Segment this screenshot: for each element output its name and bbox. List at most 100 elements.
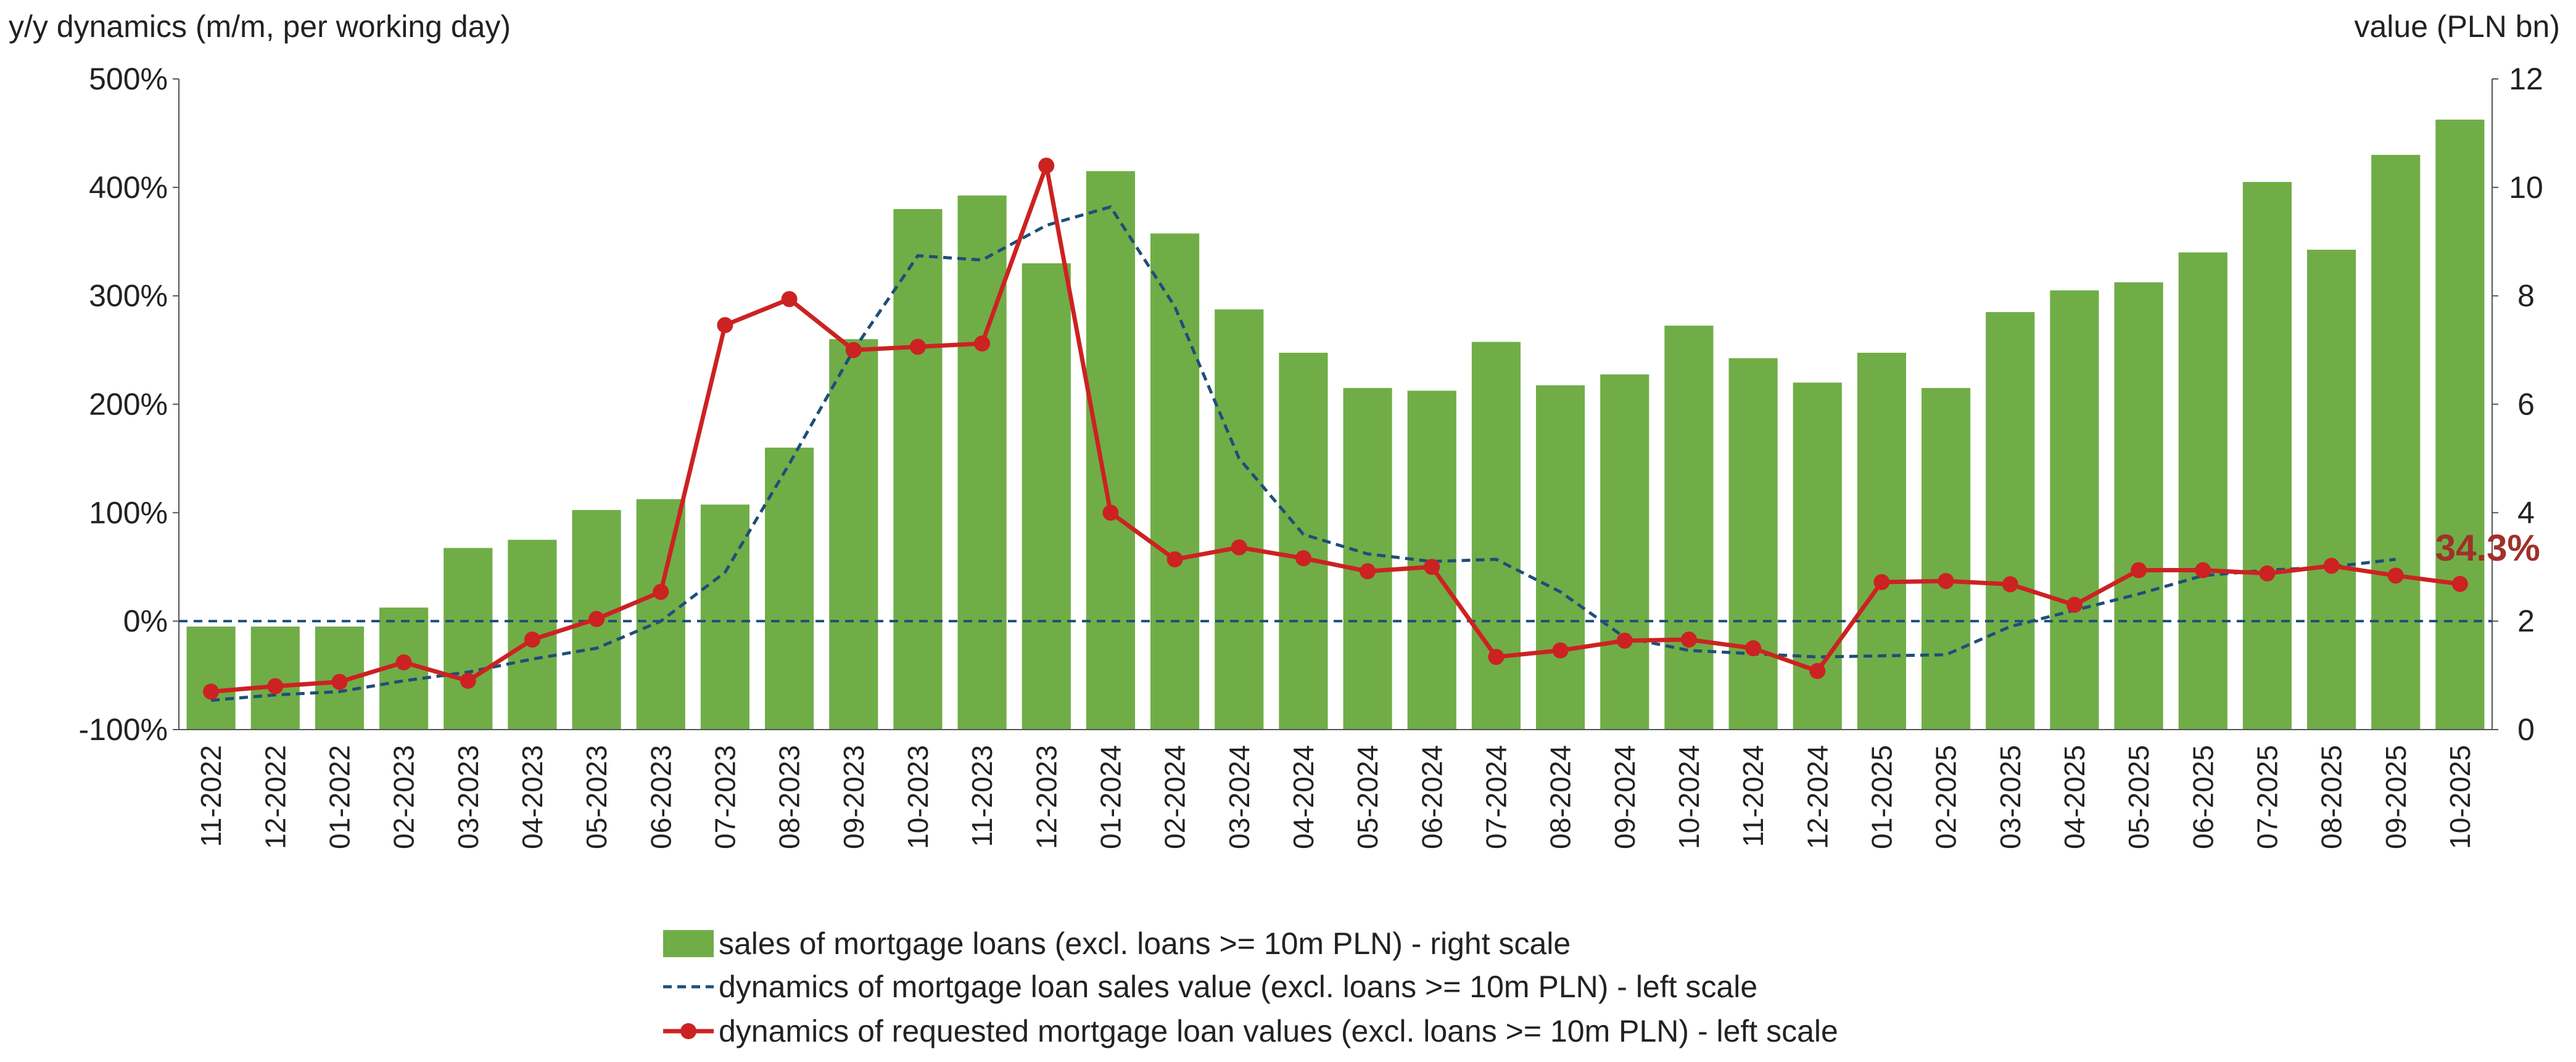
bar xyxy=(636,499,685,730)
bar xyxy=(1471,342,1521,730)
x-tick-label: 09-2024 xyxy=(1609,745,1641,849)
left-tick-label: 300% xyxy=(89,279,168,313)
legend-label: dynamics of mortgage loan sales value (e… xyxy=(719,969,1757,1004)
x-tick-label: 05-2025 xyxy=(2123,745,2155,849)
right-tick-label: 6 xyxy=(2517,387,2535,422)
right-tick-label: 8 xyxy=(2517,279,2535,313)
bar xyxy=(1022,263,1071,730)
right-tick-label: 0 xyxy=(2517,712,2535,747)
right-axis-title: value (PLN bn) xyxy=(2355,9,2561,44)
requested-dynamics-point xyxy=(1488,649,1505,665)
x-tick-label: 08-2024 xyxy=(1545,745,1577,849)
legend-swatch-red-marker xyxy=(680,1023,696,1039)
right-tick-label: 4 xyxy=(2517,495,2535,530)
requested-dynamics-point xyxy=(460,672,476,689)
sales-dynamics-path xyxy=(210,205,2396,702)
x-tick-label: 02-2023 xyxy=(388,745,420,849)
x-tick-label: 12-2022 xyxy=(259,745,291,849)
requested-dynamics-point xyxy=(1166,551,1183,567)
x-tick-label: 11-2022 xyxy=(195,745,227,847)
requested-dynamics-point xyxy=(331,673,348,690)
requested-dynamics-line xyxy=(203,157,2468,700)
x-tick-label: 05-2023 xyxy=(580,745,613,849)
x-tick-label: 02-2024 xyxy=(1159,745,1191,849)
x-tick-label: 01-2025 xyxy=(1865,745,1897,849)
x-tick-label: 09-2025 xyxy=(2380,745,2412,849)
bar xyxy=(2242,182,2292,730)
requested-dynamics-point xyxy=(845,342,862,358)
x-tick-label: 11-2024 xyxy=(1737,745,1769,847)
bar xyxy=(1600,374,1649,730)
x-tick-label: 04-2024 xyxy=(1287,745,1319,849)
bar xyxy=(700,504,749,730)
bar xyxy=(829,339,878,730)
requested-dynamics-point xyxy=(1616,632,1633,649)
requested-dynamics-point xyxy=(717,317,733,334)
left-tick-label: 500% xyxy=(89,62,168,96)
x-tick-label: 01-2024 xyxy=(1094,745,1126,849)
left-axis-title: y/y dynamics (m/m, per working day) xyxy=(9,9,511,44)
bar xyxy=(1728,358,1778,730)
bar xyxy=(2050,290,2099,730)
requested-dynamics-point xyxy=(2387,567,2404,584)
bar xyxy=(2178,252,2227,730)
bar xyxy=(2307,249,2356,730)
bar xyxy=(1150,233,1200,730)
requested-dynamics-point xyxy=(1360,563,1376,580)
legend-label: dynamics of requested mortgage loan valu… xyxy=(719,1014,1838,1048)
x-tick-label: 11-2023 xyxy=(966,745,998,847)
requested-dynamics-point xyxy=(909,339,926,355)
right-tick-label: 2 xyxy=(2517,604,2535,638)
bar xyxy=(2371,155,2421,730)
bar xyxy=(1086,171,1135,730)
requested-dynamics-point xyxy=(588,611,605,627)
requested-dynamics-point xyxy=(1424,559,1440,575)
x-tick-label: 06-2023 xyxy=(645,745,677,849)
left-tick-label: 100% xyxy=(89,495,168,530)
bar xyxy=(186,626,236,730)
requested-dynamics-point xyxy=(1552,642,1569,659)
requested-dynamics-point xyxy=(2002,576,2018,593)
requested-dynamics-point xyxy=(395,654,412,670)
x-axis-ticks: 11-2022 12-2022 01-2022 02-2023 03-2023 04-20… xyxy=(195,745,2476,849)
right-tick-label: 12 xyxy=(2509,62,2543,96)
requested-dynamics-point xyxy=(2323,558,2340,574)
requested-dynamics-point xyxy=(1680,632,1697,648)
x-tick-label: 04-2023 xyxy=(516,745,548,849)
x-tick-label: 03-2024 xyxy=(1223,745,1255,849)
x-tick-label: 12-2024 xyxy=(1801,745,1833,849)
requested-dynamics-point xyxy=(267,678,284,694)
requested-dynamics-point xyxy=(1873,574,1890,590)
bar xyxy=(2114,282,2163,730)
bar xyxy=(1215,309,1264,730)
requested-dynamics-point xyxy=(1295,550,1311,567)
requested-dynamics-point xyxy=(1231,539,1247,556)
bar xyxy=(1279,352,1328,730)
bar xyxy=(1857,352,1906,730)
bar xyxy=(893,209,943,730)
x-tick-label: 06-2025 xyxy=(2187,745,2219,849)
requested-dynamics-point xyxy=(524,632,540,648)
requested-dynamics-point xyxy=(203,683,220,700)
x-tick-label: 08-2023 xyxy=(774,745,806,849)
legend: sales of mortgage loans (excl. loans >= … xyxy=(663,926,1838,1048)
right-axis-ticks: 0 2 4 6 8 10 12 xyxy=(2492,62,2543,747)
x-tick-label: 12-2023 xyxy=(1030,745,1062,849)
left-tick-label: -100% xyxy=(78,712,168,747)
x-tick-label: 01-2022 xyxy=(323,745,355,849)
right-tick-label: 10 xyxy=(2509,170,2543,205)
requested-dynamics-point xyxy=(653,583,669,600)
requested-dynamics-point xyxy=(2195,562,2211,578)
x-tick-label: 02-2025 xyxy=(1930,745,1962,849)
bar-series xyxy=(186,119,2485,730)
requested-dynamics-point xyxy=(1809,663,1826,680)
left-axis-ticks: -100% 0% 100% 200% 300% 400% 500% xyxy=(78,62,179,747)
x-tick-label: 06-2024 xyxy=(1416,745,1448,849)
bar xyxy=(1986,312,2035,730)
bar xyxy=(957,196,1007,730)
left-tick-label: 400% xyxy=(89,170,168,205)
x-tick-label: 09-2023 xyxy=(838,745,870,849)
bar xyxy=(1343,388,1392,730)
x-tick-label: 07-2024 xyxy=(1480,745,1512,849)
